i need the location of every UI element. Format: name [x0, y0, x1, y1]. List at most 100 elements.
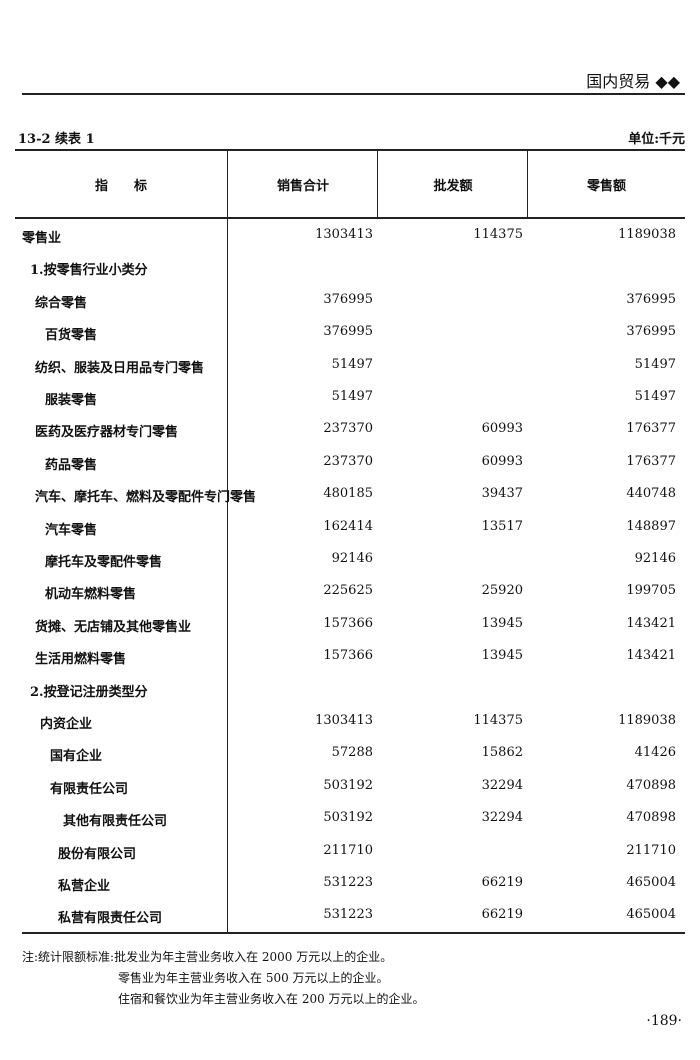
table-row: 2.按登记注册类型分 [0, 681, 700, 701]
note-line: 零售业为年主营业务收入在 500 万元以上的企业。 [118, 971, 389, 985]
header-retail: 零售额 [586, 179, 626, 194]
diamond-ornament-icon: ◆◆ [655, 72, 680, 91]
cell-wholesale: 60993 [481, 453, 523, 469]
cell-retail: 51497 [634, 356, 676, 372]
header-total-sales: 销售合计 [276, 179, 329, 194]
cell-wholesale: 15862 [481, 745, 523, 761]
cell-wholesale: 60993 [481, 421, 523, 437]
cell-total-sales: 51497 [331, 356, 373, 372]
cell-retail: 41426 [634, 745, 676, 761]
cell-wholesale: 114375 [473, 227, 523, 242]
table-caption: 13-2 续表 1 [18, 132, 95, 147]
cell-retail: 465004 [626, 907, 676, 923]
table-row: 摩托车及零配件零售 92146 92146 [0, 551, 700, 571]
cell-retail: 92146 [634, 551, 676, 566]
table-row: 百货零售 376995 376995 [0, 324, 700, 344]
table-row: 汽车零售 162414 13517 148897 [0, 519, 700, 539]
note-line: 注:统计限额标准:批发业为年主营业务收入在 2000 万元以上的企业。 [22, 950, 393, 964]
cell-wholesale: 66219 [481, 875, 523, 890]
table-header-rule [15, 217, 685, 219]
cell-wholesale: 32294 [481, 777, 523, 793]
table-row: 私营有限责任公司 531223 66219 465004 [0, 907, 700, 927]
table-row: 其他有限责任公司 503192 32294 470898 [0, 810, 700, 830]
cell-wholesale: 39437 [481, 486, 523, 502]
row-label: 药品零售 [45, 457, 98, 473]
table-row: 机动车燃料零售 225625 25920 199705 [0, 583, 700, 603]
cell-total-sales: 57288 [331, 745, 373, 761]
table-row: 股份有限公司 211710 211710 [0, 843, 700, 863]
table-row: 服装零售 51497 51497 [0, 389, 700, 409]
page-number: ·189· [646, 1013, 682, 1029]
cell-wholesale: 66219 [481, 907, 523, 923]
header-rule [22, 93, 685, 95]
cell-retail: 199705 [626, 583, 676, 599]
cell-total-sales: 1303413 [315, 713, 373, 728]
table-row: 内资企业 1303413 114375 1189038 [0, 713, 700, 733]
table-row: 生活用燃料零售 157366 13945 143421 [0, 648, 700, 668]
row-label: 1.按零售行业小类分 [30, 263, 148, 279]
cell-total-sales: 503192 [323, 810, 373, 826]
column-divider [377, 150, 378, 218]
row-label: 汽车零售 [45, 522, 98, 538]
cell-total-sales: 480185 [323, 486, 373, 502]
cell-wholesale: 13517 [481, 518, 523, 534]
row-label: 其他有限责任公司 [63, 814, 168, 830]
table-row: 货摊、无店铺及其他零售业 157366 13945 143421 [0, 616, 700, 636]
cell-retail: 440748 [626, 486, 676, 502]
row-label: 服装零售 [45, 393, 98, 408]
cell-total-sales: 237370 [323, 421, 373, 437]
cell-retail: 470898 [626, 777, 676, 793]
row-label: 货摊、无店铺及其他零售业 [35, 619, 192, 635]
row-label: 私营有限责任公司 [58, 911, 163, 927]
row-label: 私营企业 [58, 879, 111, 894]
row-label: 医药及医疗器材专门零售 [35, 425, 179, 441]
cell-retail: 1189038 [618, 227, 676, 242]
cell-retail: 148897 [626, 518, 676, 534]
table-top-rule [15, 149, 685, 151]
note-line: 住宿和餐饮业为年主营业务收入在 200 万元以上的企业。 [118, 992, 425, 1006]
cell-total-sales: 51497 [331, 389, 373, 404]
cell-retail: 176377 [626, 453, 676, 469]
cell-total-sales: 503192 [323, 777, 373, 793]
cell-wholesale: 32294 [481, 810, 523, 826]
cell-total-sales: 376995 [323, 291, 373, 307]
cell-retail: 176377 [626, 421, 676, 437]
cell-total-sales: 92146 [331, 551, 373, 566]
cell-total-sales: 376995 [323, 324, 373, 340]
table-row: 综合零售 376995 376995 [0, 292, 700, 312]
table-row: 汽车、摩托车、燃料及零配件专门零售 480185 39437 440748 [0, 486, 700, 506]
column-divider [227, 150, 228, 933]
table-row: 药品零售 237370 60993 176377 [0, 454, 700, 474]
table-row: 国有企业 57288 15862 41426 [0, 745, 700, 765]
row-label: 生活用燃料零售 [35, 652, 127, 668]
cell-retail: 143421 [626, 648, 676, 664]
column-divider [527, 150, 528, 218]
cell-retail: 51497 [634, 389, 676, 404]
row-label: 综合零售 [35, 295, 88, 311]
row-label: 零售业 [22, 231, 62, 246]
table-row: 有限责任公司 503192 32294 470898 [0, 778, 700, 798]
table-row: 零售业 1303413 114375 1189038 [0, 227, 700, 247]
table-bottom-rule [22, 932, 685, 934]
cell-total-sales: 531223 [323, 875, 373, 890]
row-label: 国有企业 [50, 749, 103, 765]
cell-total-sales: 531223 [323, 907, 373, 923]
cell-total-sales: 1303413 [315, 227, 373, 242]
cell-retail: 1189038 [618, 713, 676, 728]
cell-total-sales: 162414 [323, 518, 373, 534]
cell-wholesale: 25920 [481, 583, 523, 599]
table-row: 私营企业 531223 66219 465004 [0, 875, 700, 895]
cell-total-sales: 237370 [323, 453, 373, 469]
row-label: 有限责任公司 [50, 781, 129, 797]
row-label: 摩托车及零配件零售 [45, 555, 163, 570]
cell-retail: 376995 [626, 324, 676, 340]
running-head: 国内贸易 ◆◆ [586, 68, 680, 92]
row-label: 股份有限公司 [58, 846, 137, 862]
table-row: 纺织、服装及日用品专门零售 51497 51497 [0, 357, 700, 377]
cell-total-sales: 157366 [323, 648, 373, 664]
row-label: 机动车燃料零售 [45, 587, 137, 603]
cell-wholesale: 13945 [481, 615, 523, 631]
cell-retail: 470898 [626, 810, 676, 826]
cell-retail: 465004 [626, 875, 676, 890]
row-label: 2.按登记注册类型分 [30, 684, 148, 700]
